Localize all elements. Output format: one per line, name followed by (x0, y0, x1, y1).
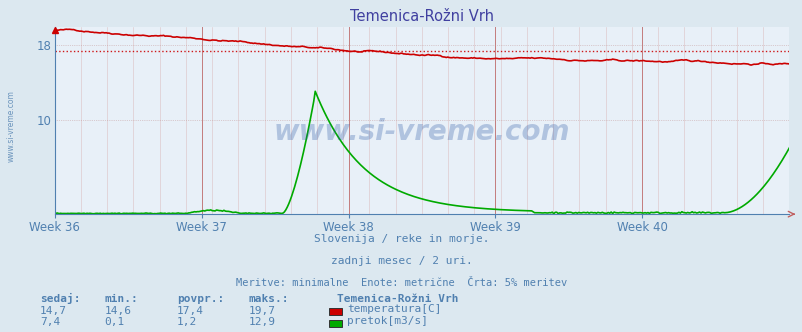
Text: 12,9: 12,9 (249, 317, 276, 327)
Text: povpr.:: povpr.: (176, 294, 224, 304)
Text: Meritve: minimalne  Enote: metrične  Črta: 5% meritev: Meritve: minimalne Enote: metrične Črta:… (236, 278, 566, 288)
Text: 1,2: 1,2 (176, 317, 196, 327)
Text: 14,7: 14,7 (40, 306, 67, 316)
Text: 14,6: 14,6 (104, 306, 132, 316)
Text: sedaj:: sedaj: (40, 293, 80, 304)
Text: min.:: min.: (104, 294, 138, 304)
Text: www.si-vreme.com: www.si-vreme.com (273, 118, 569, 146)
Text: www.si-vreme.com: www.si-vreme.com (6, 90, 15, 162)
Text: 19,7: 19,7 (249, 306, 276, 316)
Text: 0,1: 0,1 (104, 317, 124, 327)
Text: 17,4: 17,4 (176, 306, 204, 316)
Text: maks.:: maks.: (249, 294, 289, 304)
Text: pretok[m3/s]: pretok[m3/s] (346, 316, 427, 326)
Text: Slovenija / reke in morje.: Slovenija / reke in morje. (314, 234, 488, 244)
Text: 7,4: 7,4 (40, 317, 60, 327)
Text: temperatura[C]: temperatura[C] (346, 304, 441, 314)
Text: zadnji mesec / 2 uri.: zadnji mesec / 2 uri. (330, 256, 472, 266)
Text: Temenica-Rožni Vrh: Temenica-Rožni Vrh (337, 294, 458, 304)
Title: Temenica-Rožni Vrh: Temenica-Rožni Vrh (350, 9, 493, 24)
